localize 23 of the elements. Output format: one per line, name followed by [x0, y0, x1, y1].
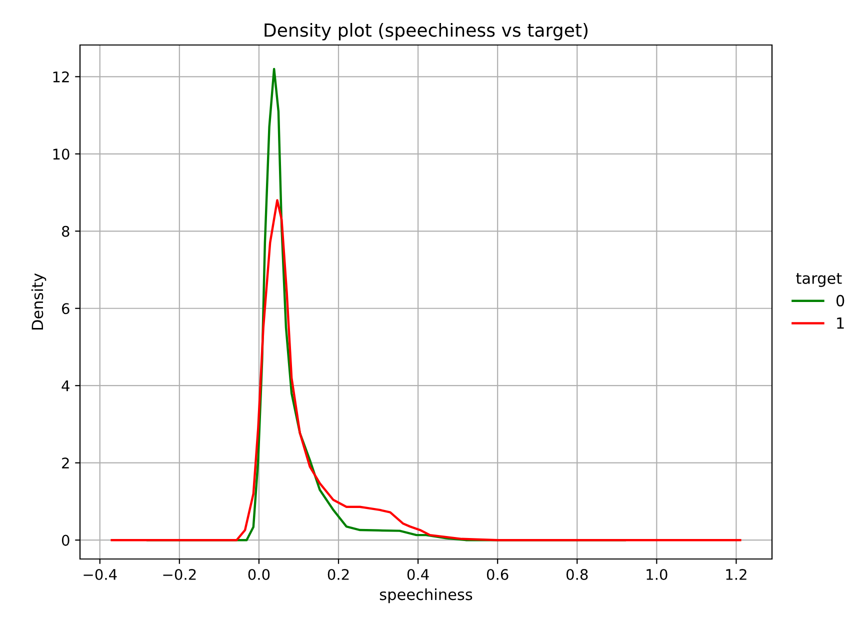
x-tick-label: 1.2 — [726, 568, 746, 580]
y-axis-title: Density — [31, 273, 46, 330]
legend-label: 1 — [837, 318, 844, 329]
x-tick-label: 0.0 — [248, 568, 270, 580]
x-tick-label: 0.8 — [566, 568, 588, 580]
x-axis-title: speechiness — [380, 588, 472, 604]
x-tick-label: 1.0 — [646, 568, 668, 580]
y-tick-label: 0 — [62, 534, 70, 546]
y-tick-label: 10 — [53, 148, 70, 160]
chart-title: Density plot (speechiness vs target) — [264, 22, 588, 40]
x-tick-label: −0.4 — [84, 568, 117, 580]
y-tick-label: 4 — [62, 380, 70, 392]
y-tick-label: 12 — [53, 71, 69, 82]
x-tick-label: −0.2 — [163, 568, 196, 580]
y-tick-label: 6 — [62, 303, 70, 314]
x-tick-label: 0.2 — [328, 568, 349, 580]
x-tick-label: 0.6 — [486, 568, 508, 580]
line-series — [110, 199, 742, 542]
y-tick-label: 8 — [62, 226, 70, 237]
legend-label: 0 — [836, 294, 844, 306]
legend-title: target — [796, 273, 842, 287]
x-tick-label: 0.4 — [407, 568, 429, 580]
y-tick-label: 2 — [62, 458, 69, 468]
